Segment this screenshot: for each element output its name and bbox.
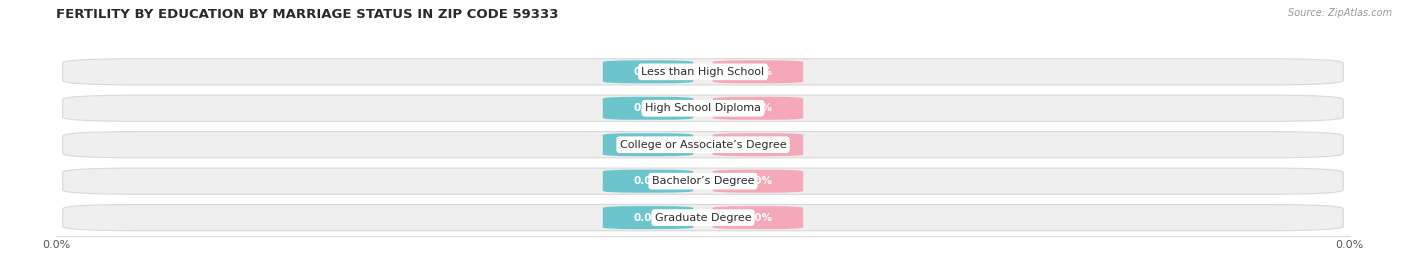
FancyBboxPatch shape — [713, 97, 803, 120]
FancyBboxPatch shape — [713, 206, 803, 229]
Text: 0.0%: 0.0% — [744, 67, 772, 77]
FancyBboxPatch shape — [63, 204, 1343, 231]
Text: 0.0%: 0.0% — [744, 176, 772, 186]
Text: Source: ZipAtlas.com: Source: ZipAtlas.com — [1288, 8, 1392, 18]
Text: 0.0%: 0.0% — [744, 103, 772, 113]
FancyBboxPatch shape — [63, 95, 1343, 121]
Text: FERTILITY BY EDUCATION BY MARRIAGE STATUS IN ZIP CODE 59333: FERTILITY BY EDUCATION BY MARRIAGE STATU… — [56, 8, 558, 21]
FancyBboxPatch shape — [603, 133, 693, 156]
Text: Graduate Degree: Graduate Degree — [655, 213, 751, 223]
Text: Bachelor’s Degree: Bachelor’s Degree — [652, 176, 754, 186]
Text: High School Diploma: High School Diploma — [645, 103, 761, 113]
Text: 0.0%: 0.0% — [634, 103, 662, 113]
FancyBboxPatch shape — [713, 133, 803, 156]
FancyBboxPatch shape — [63, 168, 1343, 194]
FancyBboxPatch shape — [63, 132, 1343, 158]
Text: Less than High School: Less than High School — [641, 67, 765, 77]
FancyBboxPatch shape — [603, 60, 693, 83]
Text: 0.0%: 0.0% — [744, 140, 772, 150]
FancyBboxPatch shape — [603, 206, 693, 229]
Text: 0.0%: 0.0% — [634, 176, 662, 186]
Text: 0.0%: 0.0% — [634, 140, 662, 150]
FancyBboxPatch shape — [713, 170, 803, 193]
FancyBboxPatch shape — [63, 59, 1343, 85]
Text: 0.0%: 0.0% — [634, 67, 662, 77]
FancyBboxPatch shape — [603, 97, 693, 120]
Text: 0.0%: 0.0% — [744, 213, 772, 223]
Text: College or Associate’s Degree: College or Associate’s Degree — [620, 140, 786, 150]
FancyBboxPatch shape — [713, 60, 803, 83]
Text: 0.0%: 0.0% — [634, 213, 662, 223]
FancyBboxPatch shape — [603, 170, 693, 193]
